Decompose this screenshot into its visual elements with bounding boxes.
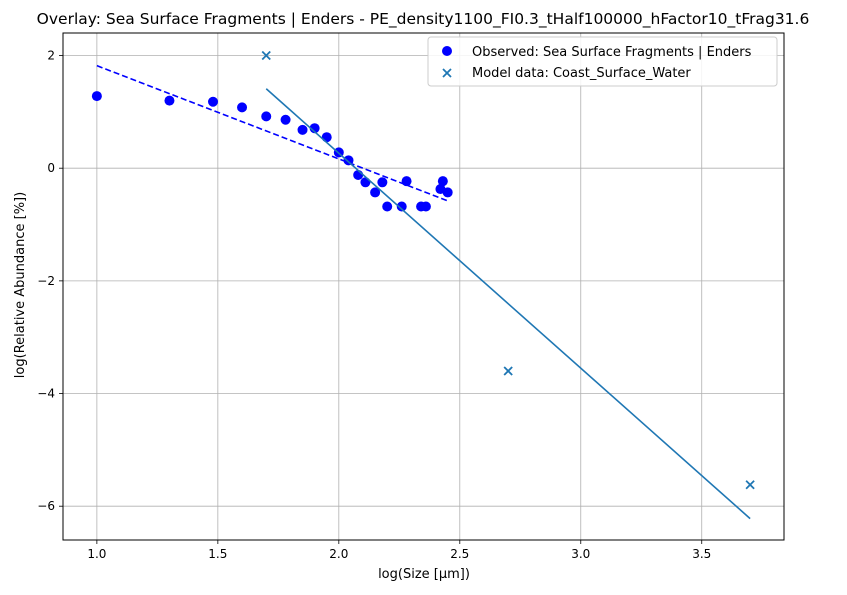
plot-data bbox=[91, 50, 755, 520]
observed-data-point bbox=[442, 187, 453, 198]
chart-title: Overlay: Sea Surface Fragments | Enders … bbox=[37, 10, 810, 29]
observed-data-point bbox=[237, 102, 248, 113]
legend-marker-model bbox=[442, 68, 452, 78]
x-tick-label: 3.5 bbox=[692, 547, 711, 561]
plot-frame bbox=[62, 32, 785, 541]
legend-marker-observed bbox=[442, 46, 452, 56]
observed-data-point bbox=[321, 132, 332, 143]
x-tick-label: 2.5 bbox=[450, 547, 469, 561]
y-tick-label: 2 bbox=[47, 49, 55, 63]
model-point-stroke bbox=[503, 366, 513, 376]
x-tick-label: 2.0 bbox=[329, 547, 348, 561]
observed-data-point bbox=[261, 111, 272, 122]
x-tick-label: 1.5 bbox=[208, 547, 227, 561]
y-axis-label: log(Relative Abundance [%]) bbox=[13, 192, 28, 378]
observed-data-point bbox=[309, 123, 320, 134]
axis-ticks: 1.0 1.5 2.0 2.5 3.0 3.5 2 0 −2 −4 −6 bbox=[37, 49, 711, 561]
grid bbox=[63, 33, 784, 540]
y-tick-label: −2 bbox=[37, 274, 55, 288]
y-tick-label: −4 bbox=[37, 387, 55, 401]
legend-label-observed: Observed: Sea Surface Fragments | Enders bbox=[472, 45, 752, 60]
observed-data-point bbox=[360, 177, 371, 188]
model-point-stroke bbox=[261, 50, 271, 61]
y-tick-label: −6 bbox=[37, 499, 55, 513]
model-data-point bbox=[503, 366, 513, 376]
observed-data-point bbox=[91, 91, 102, 102]
y-tick-label: 0 bbox=[47, 161, 55, 175]
legend: Observed: Sea Surface Fragments | Enders… bbox=[427, 36, 778, 87]
model-fit-line bbox=[265, 88, 751, 520]
model-data-point bbox=[745, 480, 755, 490]
observed-data-point bbox=[401, 176, 412, 187]
observed-data-point bbox=[297, 124, 308, 135]
observed-data-point bbox=[280, 114, 291, 125]
x-tick-label: 3.0 bbox=[571, 547, 590, 561]
observed-data-point bbox=[396, 201, 407, 212]
observed-data-point bbox=[437, 176, 448, 187]
observed-data-point bbox=[377, 177, 388, 188]
legend-label-model: Model data: Coast_Surface_Water bbox=[472, 66, 691, 81]
observed-data-point bbox=[420, 201, 431, 212]
observed-data-point bbox=[164, 95, 175, 106]
legend-frame bbox=[427, 36, 778, 87]
x-tick-label: 1.0 bbox=[87, 547, 106, 561]
x-axis-label: log(Size [µm]) bbox=[378, 567, 470, 582]
model-data-point bbox=[261, 50, 271, 61]
model-point-stroke bbox=[745, 480, 755, 490]
observed-data-point bbox=[208, 96, 219, 107]
observed-data-point bbox=[382, 201, 393, 212]
observed-data-point bbox=[370, 187, 381, 198]
